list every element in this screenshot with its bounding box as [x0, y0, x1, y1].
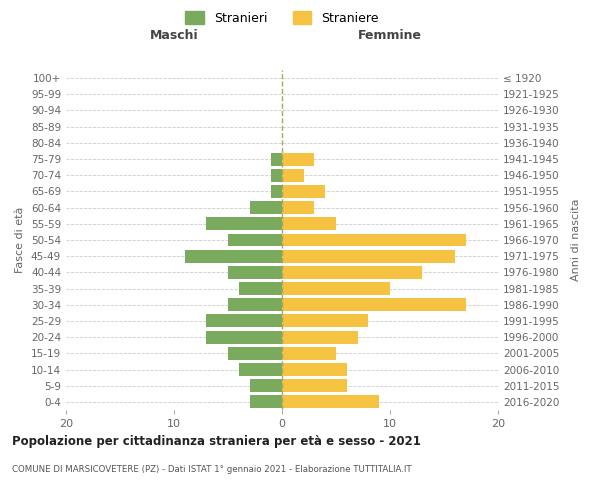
Bar	[239, 282, 282, 295]
Text: Popolazione per cittadinanza straniera per età e sesso - 2021: Popolazione per cittadinanza straniera p…	[12, 435, 421, 448]
Bar	[282, 379, 347, 392]
Bar	[206, 218, 282, 230]
Bar	[239, 363, 282, 376]
Bar	[271, 169, 282, 181]
Bar	[282, 185, 325, 198]
Bar	[282, 152, 314, 166]
Bar	[282, 282, 390, 295]
Bar	[185, 250, 282, 262]
Bar	[282, 201, 314, 214]
Bar	[228, 347, 282, 360]
Text: Femmine: Femmine	[358, 30, 422, 43]
Bar	[206, 330, 282, 344]
Y-axis label: Anni di nascita: Anni di nascita	[571, 198, 581, 281]
Bar	[250, 396, 282, 408]
Bar	[228, 298, 282, 311]
Bar	[282, 298, 466, 311]
Bar	[271, 152, 282, 166]
Legend: Stranieri, Straniere: Stranieri, Straniere	[179, 5, 385, 31]
Bar	[250, 201, 282, 214]
Bar	[271, 185, 282, 198]
Bar	[282, 169, 304, 181]
Bar	[282, 250, 455, 262]
Bar	[282, 234, 466, 246]
Bar	[282, 266, 422, 279]
Bar	[282, 314, 368, 328]
Bar	[228, 234, 282, 246]
Bar	[282, 396, 379, 408]
Text: Maschi: Maschi	[149, 30, 199, 43]
Bar	[206, 314, 282, 328]
Bar	[282, 330, 358, 344]
Bar	[282, 218, 336, 230]
Bar	[250, 379, 282, 392]
Bar	[228, 266, 282, 279]
Y-axis label: Fasce di età: Fasce di età	[16, 207, 25, 273]
Bar	[282, 347, 336, 360]
Text: COMUNE DI MARSICOVETERE (PZ) - Dati ISTAT 1° gennaio 2021 - Elaborazione TUTTITA: COMUNE DI MARSICOVETERE (PZ) - Dati ISTA…	[12, 465, 412, 474]
Bar	[282, 363, 347, 376]
